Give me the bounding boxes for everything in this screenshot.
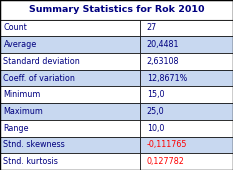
Text: Maximum: Maximum — [3, 107, 43, 116]
Bar — [0, 0, 233, 20]
Text: 2,63108: 2,63108 — [147, 57, 179, 66]
Text: 15,0: 15,0 — [147, 90, 164, 99]
Text: Coeff. of variation: Coeff. of variation — [3, 74, 75, 83]
Bar — [0, 70, 140, 86]
Bar — [140, 86, 233, 103]
Bar — [0, 153, 140, 170]
Text: -0,111765: -0,111765 — [147, 140, 187, 149]
Bar — [0, 86, 140, 103]
Bar — [140, 120, 233, 137]
Text: Stnd. skewness: Stnd. skewness — [3, 140, 65, 149]
Bar — [140, 153, 233, 170]
Text: Count: Count — [3, 23, 27, 32]
Bar — [140, 70, 233, 86]
Bar — [140, 137, 233, 153]
Bar — [140, 36, 233, 53]
Text: 27: 27 — [147, 23, 157, 32]
Text: 10,0: 10,0 — [147, 124, 164, 133]
Text: 20,4481: 20,4481 — [147, 40, 179, 49]
Text: Range: Range — [3, 124, 29, 133]
Bar — [0, 20, 140, 36]
Bar — [0, 36, 140, 53]
Bar — [140, 53, 233, 70]
Text: 25,0: 25,0 — [147, 107, 164, 116]
Bar — [140, 20, 233, 36]
Text: Average: Average — [3, 40, 37, 49]
Text: Stnd. kurtosis: Stnd. kurtosis — [3, 157, 58, 166]
Text: Standard deviation: Standard deviation — [3, 57, 80, 66]
Text: Minimum: Minimum — [3, 90, 41, 99]
Text: 12,8671%: 12,8671% — [147, 74, 187, 83]
Bar — [0, 120, 140, 137]
Bar — [0, 53, 140, 70]
Text: 0,127782: 0,127782 — [147, 157, 185, 166]
Text: Summary Statistics for Rok 2010: Summary Statistics for Rok 2010 — [29, 5, 204, 14]
Bar — [0, 137, 140, 153]
Bar — [0, 103, 140, 120]
Bar — [140, 103, 233, 120]
